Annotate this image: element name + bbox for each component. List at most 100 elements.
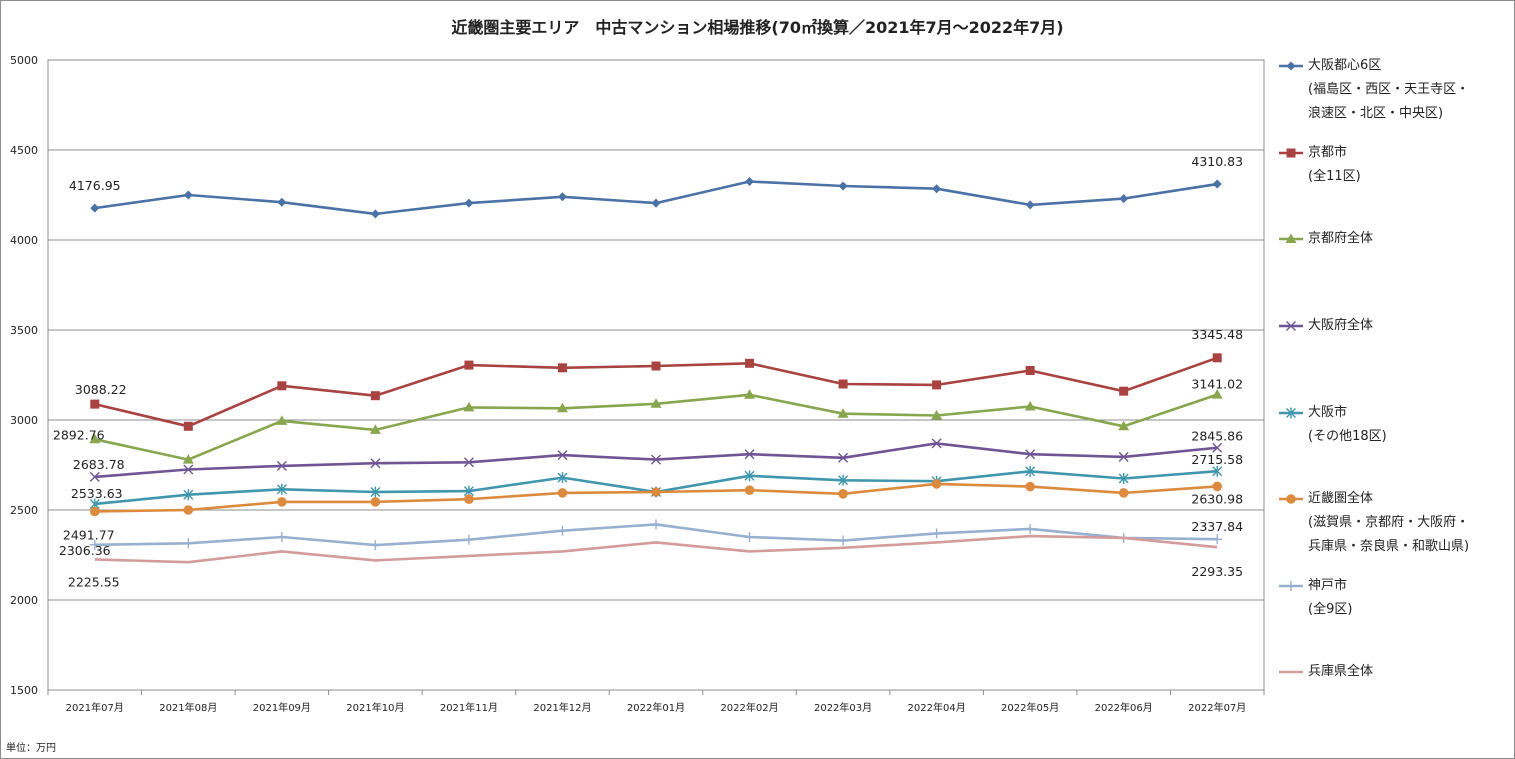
data-point (1118, 420, 1130, 431)
legend-marker (1279, 321, 1303, 331)
data-point (931, 479, 942, 489)
y-tick-label: 1500 (10, 684, 38, 697)
legend-marker (1279, 61, 1303, 71)
data-point (183, 190, 193, 200)
legend-label-line: 京都府全体 (1308, 231, 1374, 246)
data-point (557, 192, 567, 202)
data-point (838, 452, 849, 463)
data-point (464, 198, 474, 208)
data-point (1212, 481, 1223, 492)
data-point (557, 472, 568, 484)
x-tick-label: 2021年09月 (253, 701, 311, 714)
legend-marker (1279, 148, 1303, 158)
data-point (557, 525, 568, 536)
legend-label-line: (滋賀県・京都府・大阪府・ (1308, 515, 1470, 530)
legend-label-line: 大阪都心6区 (1308, 58, 1382, 73)
data-label: 2337.84 (1191, 519, 1243, 534)
legend-symbol (1286, 581, 1296, 591)
legend-label-line: (全11区) (1308, 169, 1361, 184)
legend-label: 兵庫県全体 (1308, 660, 1373, 684)
x-tick-label: 2022年02月 (720, 701, 778, 714)
data-point (183, 421, 193, 431)
y-tick-label: 2500 (10, 504, 38, 517)
legend-label: 近畿圏全体 (滋賀県・京都府・大阪府・ 兵庫県・奈良県・和歌山県) (1308, 487, 1469, 559)
data-point (556, 402, 568, 413)
x-tick-label: 2022年06月 (1095, 701, 1153, 714)
data-point (276, 460, 287, 471)
data-point (837, 408, 849, 418)
legend-label-line: 神戸市 (1308, 578, 1348, 593)
data-point (744, 532, 755, 542)
x-tick-label: 2022年01月 (627, 701, 685, 714)
legend-label-line: (全9区) (1308, 602, 1353, 617)
data-point (277, 197, 287, 207)
data-point (1025, 366, 1035, 375)
data-point (838, 181, 848, 191)
legend-marker (1279, 494, 1303, 504)
data-label: 3345.48 (1191, 327, 1243, 342)
data-label: 2715.58 (1191, 452, 1243, 467)
legend-label: 神戸市 (全9区) (1308, 574, 1352, 622)
data-point (1119, 386, 1129, 396)
chart-title: 近畿圏主要エリア 中古マンション相場推移(70㎡換算／2021年7月～2022年… (451, 18, 1064, 37)
legend-label-line: 浪速区・北区・中央区) (1308, 106, 1444, 121)
data-point (463, 534, 474, 545)
x-tick-label: 2021年08月 (159, 701, 217, 714)
y-tick-label: 3000 (10, 414, 38, 427)
data-point (369, 424, 381, 434)
data-point (1212, 534, 1223, 545)
data-point (744, 485, 755, 496)
legend-marker (1279, 670, 1303, 674)
unit-note: 単位：万円 (6, 743, 56, 754)
data-point (932, 184, 942, 194)
x-tick-label: 2021年10月 (346, 701, 404, 714)
legend-symbol (1286, 407, 1296, 419)
data-point (1119, 194, 1129, 204)
data-point (182, 454, 194, 464)
legend-label-line: 大阪府全体 (1308, 318, 1374, 333)
data-point (1025, 481, 1035, 492)
data-point (1211, 389, 1223, 399)
data-point (1025, 465, 1036, 477)
x-tick-label: 2022年05月 (1001, 701, 1059, 714)
legend-label-line: 近畿圏全体 (1308, 491, 1374, 506)
data-point (744, 449, 755, 460)
data-point (183, 489, 194, 501)
legend-label-line: 大阪市 (1308, 405, 1348, 420)
data-point (1118, 473, 1129, 484)
legend-label: 京都市 (全11区) (1308, 141, 1361, 189)
data-point (370, 540, 381, 551)
data-point (1212, 465, 1223, 477)
data-point (183, 538, 194, 549)
x-tick-label: 2022年04月 (908, 701, 966, 714)
data-point (90, 399, 100, 409)
data-label: 3088.22 (75, 382, 127, 397)
legend-symbol (1286, 321, 1296, 331)
data-point (276, 415, 288, 425)
legend-label: 京都府全体 (1308, 227, 1373, 251)
legend-label-line: 京都市 (1308, 145, 1348, 160)
y-tick-label: 4500 (10, 144, 38, 157)
y-tick-label: 5000 (10, 54, 38, 67)
data-point (370, 391, 380, 401)
data-point (277, 497, 287, 507)
data-point (744, 389, 756, 399)
data-label: 2892.76 (53, 427, 105, 442)
data-point (90, 203, 100, 213)
legend-label: 大阪府全体 (1308, 314, 1373, 338)
series-0 (90, 177, 1222, 219)
data-point (1212, 442, 1223, 453)
data-point (838, 379, 848, 389)
series-1 (90, 353, 1222, 431)
x-tick-label: 2022年03月 (814, 701, 872, 714)
y-tick-label: 4000 (10, 234, 38, 247)
data-point (557, 488, 568, 498)
y-tick-label: 2000 (10, 594, 38, 607)
data-point (651, 198, 661, 208)
data-point (463, 457, 474, 468)
data-point (276, 532, 287, 542)
series-2 (89, 389, 1223, 464)
data-label: 2491.77 (63, 527, 115, 542)
data-point (1212, 353, 1222, 363)
